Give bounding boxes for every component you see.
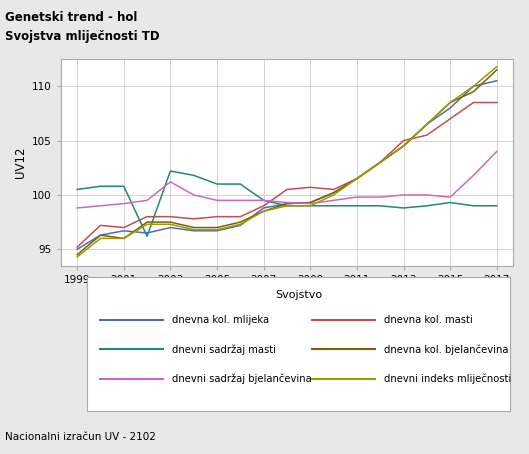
Y-axis label: UV12: UV12 xyxy=(14,147,26,178)
Text: Nacionalni izračun UV - 2102: Nacionalni izračun UV - 2102 xyxy=(5,432,156,442)
Text: Genetski trend - hol: Genetski trend - hol xyxy=(5,11,138,25)
Text: Svojstvo: Svojstvo xyxy=(275,291,323,301)
Text: dnevna kol. bjelančevina: dnevna kol. bjelančevina xyxy=(384,344,508,355)
Text: Svojstva mliječnosti TD: Svojstva mliječnosti TD xyxy=(5,30,160,43)
Text: dnevni sadržaj bjelančevina: dnevni sadržaj bjelančevina xyxy=(172,374,312,384)
X-axis label: Godina rođenja: Godina rođenja xyxy=(242,290,332,303)
Text: dnevna kol. masti: dnevna kol. masti xyxy=(384,315,472,325)
Text: dnevna kol. mlijeka: dnevna kol. mlijeka xyxy=(172,315,269,325)
Text: dnevni sadržaj masti: dnevni sadržaj masti xyxy=(172,344,276,355)
Text: dnevni indeks mliječnosti: dnevni indeks mliječnosti xyxy=(384,374,511,384)
